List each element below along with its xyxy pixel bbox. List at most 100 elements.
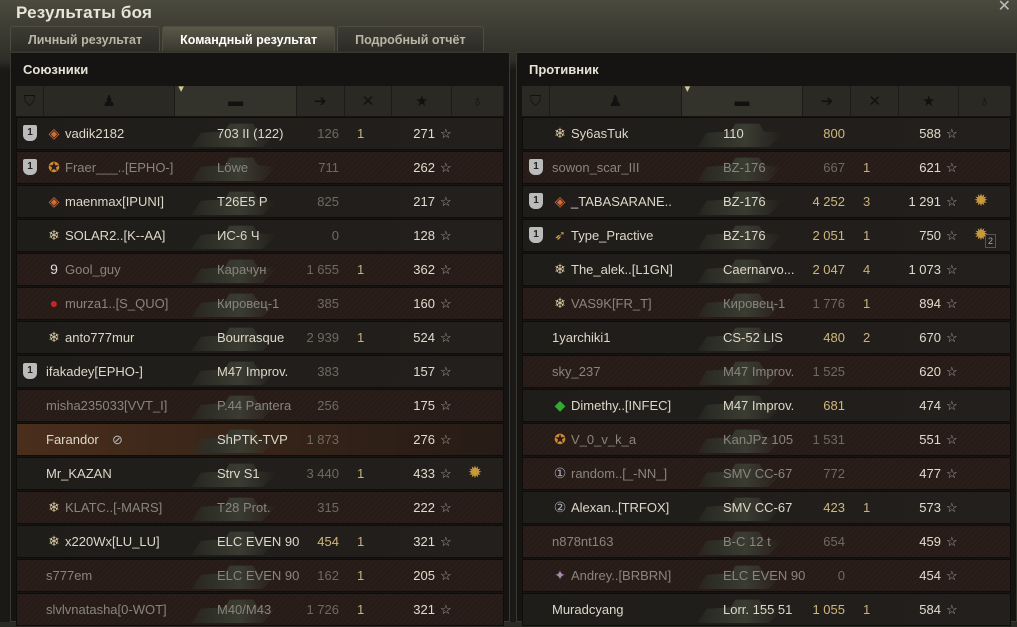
star-icon: ☆ [440,602,452,617]
player-row[interactable]: 1yarchiki1 CS-52 LIS 480 2 670 ☆ [522,321,1011,354]
player-icon: ♟ [102,93,116,110]
player-row[interactable]: ❄ x220Wx[LU_LU] ELC EVEN 90 454 1 321 ☆ [16,525,504,558]
player-row[interactable]: ◈ maenmax[IPUNI] T26E5 P 825 217 ☆ [16,185,504,218]
player-row[interactable]: ❄ The_alek..[L1GN] Caernarvo... 2 047 4 1 073… [522,253,1011,286]
damage-value: 4 252 [812,194,845,209]
player-column-header[interactable]: ♟ [550,86,682,116]
player-row[interactable]: ✦ Andrey..[BRBRN] ELC EVEN 90 0 454 ☆ [522,559,1011,592]
xp-value: 362 [413,262,435,277]
platoon-icon: ⛉ [529,92,542,110]
player-row[interactable]: 1 ifakadey[EPHO-] M47 Improv. 383 157 ☆ [16,355,504,388]
rank-1-badge-icon: ◈ [554,193,566,209]
medal-icon[interactable]: ✹ [973,225,989,244]
medal-icon[interactable]: ✹ [973,191,989,210]
medal-column-header[interactable]: ♁ [452,86,504,116]
medal-icon[interactable]: ✹ [467,463,483,482]
damage-value: 0 [837,568,845,583]
player-row[interactable]: 1 ◈ vadik2182 703 II (122) 126 1 271 ☆ [16,117,504,150]
tank-name: Кировец-1 [217,296,280,311]
player-column-header[interactable]: ♟ [44,86,176,116]
star-icon: ☆ [440,500,452,515]
enemies-panel: Противник ⛉♟▬➔✕★♁ ❄Sy6asTuk110800588☆1so… [516,52,1017,626]
player-row[interactable]: ② Alexan..[TRFOX] SMV CC-67 423 1 573 ☆ [522,491,1011,524]
damage-column-header[interactable]: ➔ [297,86,345,116]
frags-value: 1 [357,534,365,549]
platoon-icon: 1 [529,193,543,209]
medal-column-header[interactable]: ♁ [959,86,1011,116]
damage-value: 825 [317,194,339,209]
star-icon: ☆ [946,466,958,481]
damage-column-header[interactable]: ➔ [803,86,852,116]
tab-personal[interactable]: Личный результат [10,26,161,51]
damage-value: 1 873 [306,432,339,447]
platoon-column-header[interactable]: ⛉ [522,86,550,116]
player-row[interactable]: 1 sowon_scar_III BZ-176 667 1 621 ☆ [522,151,1011,184]
tank-name: Кировец-1 [723,296,786,311]
xp-value: 433 [413,466,435,481]
frags-column-header[interactable]: ✕ [345,86,393,116]
player-name: VAS9K[FR_T] [571,296,652,311]
enemies-list: ❄ Sy6asTuk 110 800 588 ☆ 1 sowon_scar_III BZ-176… [522,117,1011,627]
frags-value: 1 [357,568,365,583]
frags-column-header[interactable]: ✕ [851,86,900,116]
close-icon[interactable]: ✕ [997,0,1011,15]
damage-value: 667 [823,160,845,175]
player-row[interactable]: ❄ anto777mur Bourrasque 2 939 1 524 ☆ [16,321,504,354]
player-row[interactable]: Farandor ⊘ ShPTK-TVP 1 873 276 ☆ [16,423,504,456]
tab-team[interactable]: Командный результат [162,26,336,51]
tank-name: BZ-176 [723,228,766,243]
star-icon: ☆ [946,262,958,277]
snowflake-badge-icon: ❄ [48,499,60,515]
player-name: Mr_KAZAN [46,466,112,481]
tab-detailed[interactable]: Подробный отчёт [337,26,484,51]
player-row[interactable]: ❄ KLATC..[-MARS] T28 Prot. 315 222 ☆ [16,491,504,524]
player-row[interactable]: ❄ VAS9K[FR_T] Кировец-1 1 776 1 894 ☆ [522,287,1011,320]
platoon-column-header[interactable]: ⛉ [16,86,44,116]
player-row[interactable]: 9 Gool_guy Карачун 1 655 1 362 ☆ [16,253,504,286]
player-row[interactable]: Mr_KAZAN Strv S1 3 440 1 433 ☆ ✹ [16,457,504,490]
player-row[interactable]: slvlvnatasha[0-WOT] M40/M43 1 726 1 321 ☆ [16,593,504,626]
rank-2-circle-badge-icon: ② [553,499,567,515]
tank-column-header[interactable]: ▬ [681,82,804,116]
player-row[interactable]: ① random..[_-NN_] SMV CC-67 772 477 ☆ [522,457,1011,490]
tank-name: KanJPz 105 [723,432,794,447]
star-icon: ☆ [440,466,452,481]
player-row[interactable]: 1 ✪ Fraer___..[EPHO-] Löwe 711 262 ☆ [16,151,504,184]
player-row[interactable]: s777em ELC EVEN 90 162 1 205 ☆ [16,559,504,592]
red-medal-badge-icon: ● [49,295,59,311]
tank-name: M47 Improv. [723,364,795,379]
damage-value: 0 [331,228,339,243]
player-row[interactable]: n878nt163 B-C 12 t 654 459 ☆ [522,525,1011,558]
player-row[interactable]: ● murza1..[S_QUO] Кировец-1 385 160 ☆ [16,287,504,320]
player-row[interactable]: ❄ Sy6asTuk 110 800 588 ☆ [522,117,1011,150]
allies-panel: Союзники ⛉ ♟ ▬ ➔ ✕ ★ ♁ 1 ◈ vadik2182 703 II (122)… [10,52,510,626]
xp-column-header[interactable]: ★ [392,86,453,116]
player-name: s777em [46,568,93,583]
tank-column-header[interactable]: ▬ [175,82,297,116]
damage-value: 126 [317,126,339,141]
damage-value: 383 [317,364,339,379]
player-row[interactable]: ◆ Dimethy..[INFEC] M47 Improv. 681 474 ☆ [522,389,1011,422]
tank-name: M47 Improv. [217,364,289,379]
xp-column-header[interactable]: ★ [899,86,960,116]
tank-name: Lorr. 155 51 [723,602,793,617]
player-row[interactable]: ✪ V_0_v_k_a KanJPz 105 1 531 551 ☆ [522,423,1011,456]
player-row[interactable]: 1 ◈ _TABASARANE.. BZ-176 4 252 3 1 291 ☆ ✹ [522,185,1011,218]
player-row[interactable]: 1 ➶ Type_Practive BZ-176 2 051 1 750 ☆ ✹ 2 [522,219,1011,252]
player-row[interactable]: Muradcyang Lorr. 155 51 1 055 1 584 ☆ [522,593,1011,626]
player-row[interactable]: ❄ SOLAR2..[K--AA] ИС-6 Ч 0 128 ☆ [16,219,504,252]
player-row[interactable]: misha235033[VVT_I] P.44 Pantera 256 175 ☆ [16,389,504,422]
star-icon: ☆ [946,432,958,447]
player-row[interactable]: sky_237 M47 Improv. 1 525 620 ☆ [522,355,1011,388]
tank-name: BZ-176 [723,194,766,209]
damage-value: 385 [317,296,339,311]
damage-value: 454 [317,534,339,549]
player-icon: ♟ [608,93,623,110]
xp-value: 276 [413,432,435,447]
frags-value: 1 [863,602,871,617]
damage-value: 1 525 [812,364,845,379]
damage-value: 480 [823,330,845,345]
star-icon: ☆ [946,194,958,209]
tank-name: P.44 Pantera [217,398,292,413]
